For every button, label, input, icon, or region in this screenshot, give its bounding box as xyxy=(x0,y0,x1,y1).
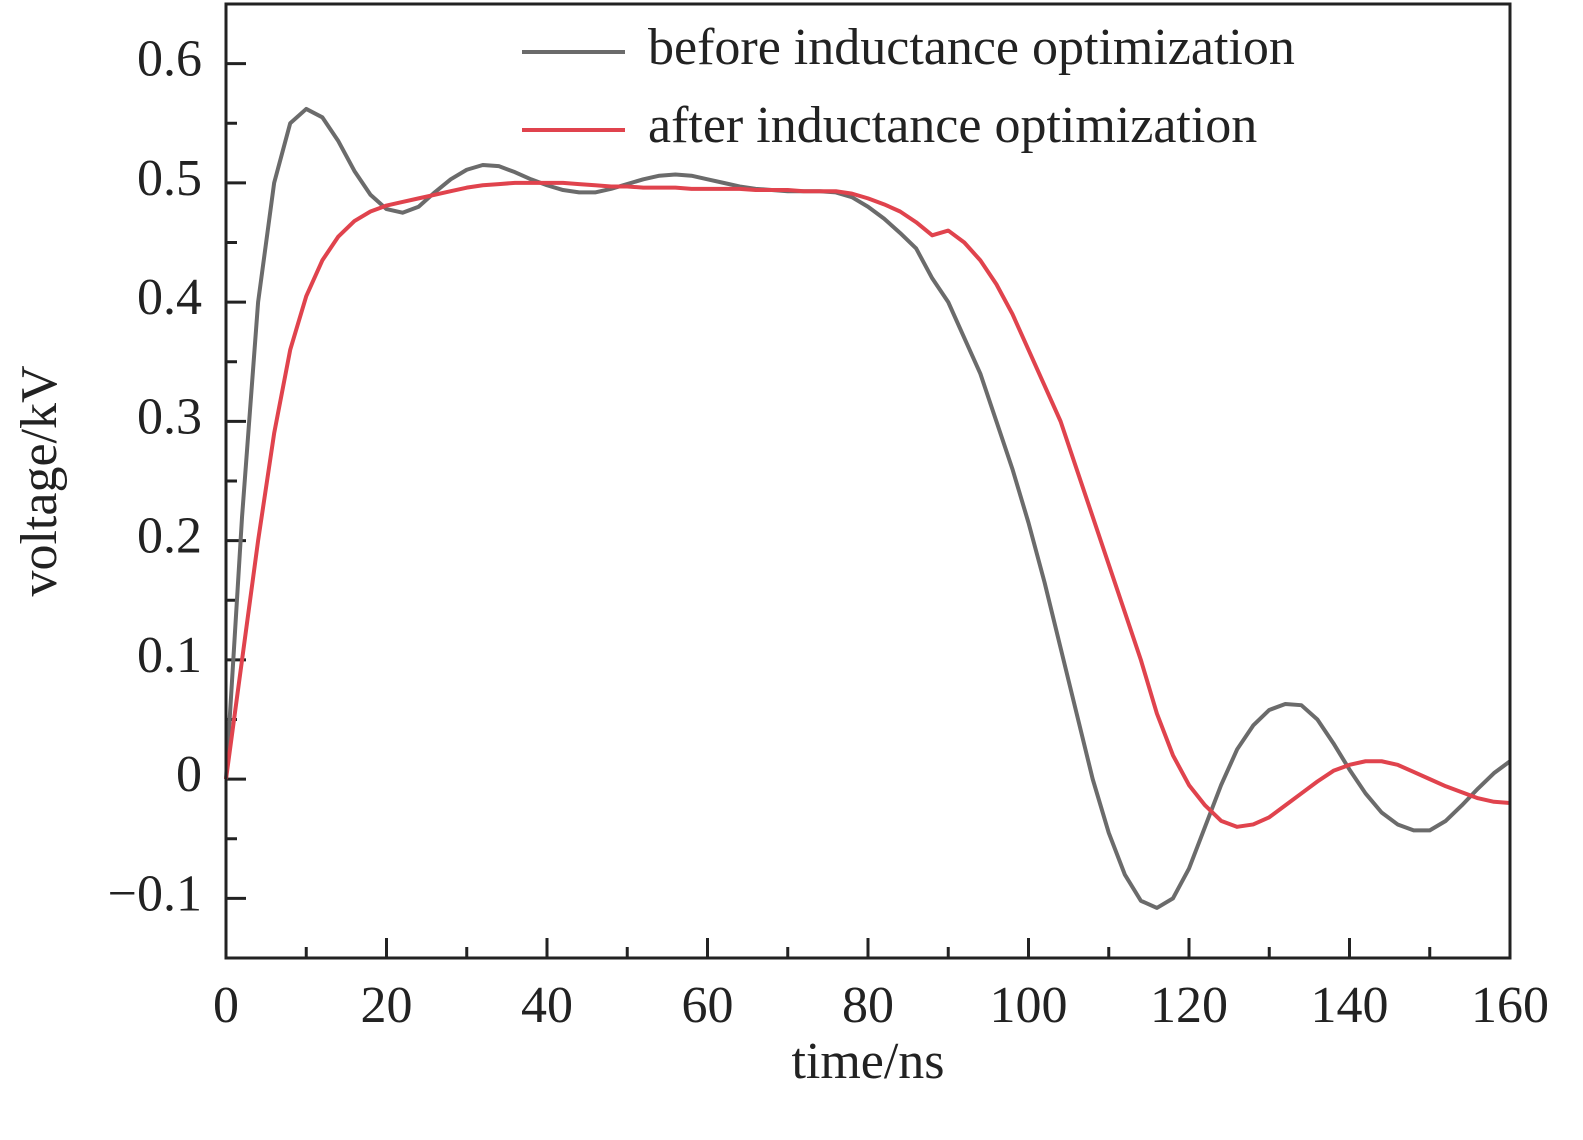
y-tick-label: 0.1 xyxy=(137,627,202,684)
y-tick-label: 0.2 xyxy=(137,508,202,565)
y-axis-label: voltage/kV xyxy=(11,365,68,596)
y-tick-label: −0.1 xyxy=(108,865,202,922)
y-tick-label: 0 xyxy=(176,746,202,803)
y-tick-label: 0.6 xyxy=(137,31,202,88)
x-tick-label: 120 xyxy=(1150,977,1228,1034)
y-tick-label: 0.5 xyxy=(137,150,202,207)
x-tick-label: 140 xyxy=(1311,977,1389,1034)
x-tick-label: 80 xyxy=(842,977,894,1034)
x-tick-label: 0 xyxy=(213,977,239,1034)
x-tick-label: 160 xyxy=(1471,977,1549,1034)
x-axis-label: time/ns xyxy=(791,1033,944,1090)
x-tick-label: 20 xyxy=(361,977,413,1034)
data-line xyxy=(224,180,1511,829)
x-tick-label: 100 xyxy=(990,977,1068,1034)
legend-label: before inductance optimization xyxy=(648,19,1295,76)
data-line xyxy=(224,106,1512,910)
plot-frame xyxy=(224,2,1512,960)
y-tick-label: 0.4 xyxy=(137,269,202,326)
legend-label: after inductance optimization xyxy=(648,97,1257,154)
y-tick-label: 0.3 xyxy=(137,388,202,445)
x-tick-label: 40 xyxy=(521,977,573,1034)
x-tick-label: 60 xyxy=(682,977,734,1034)
